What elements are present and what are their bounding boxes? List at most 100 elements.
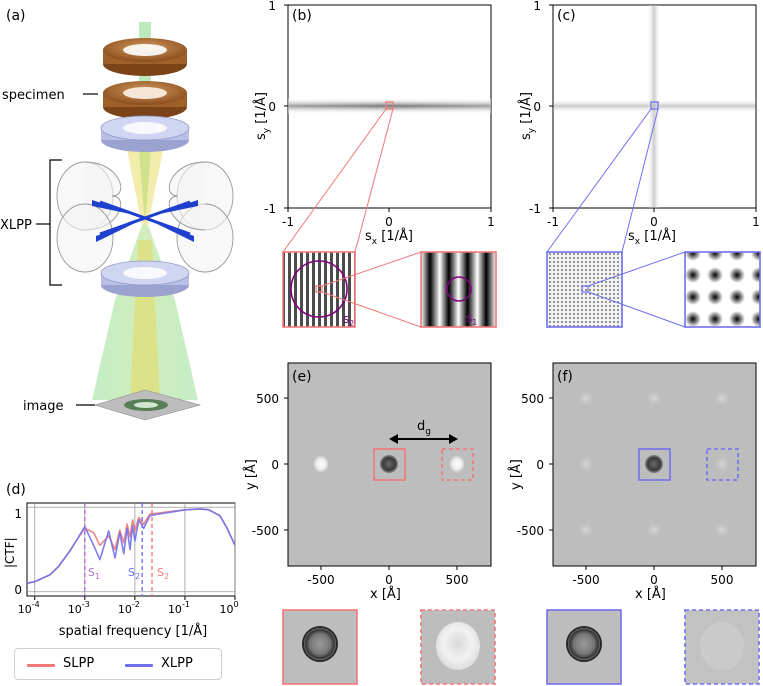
image-label: image [23,399,64,414]
panel-e-label: (e) [292,369,312,385]
panel-f-xlabel: x [Å] [635,586,666,602]
panel-b-zoom-box [385,101,394,110]
panel-b-ytick-0: 0 [268,100,276,114]
panel-c-inset-link-bottom [587,291,686,328]
panel-c-xtick-m1: -1 [547,215,559,229]
panel-c-ytick-0: 0 [533,100,541,114]
panel-b-inset-2: s1 [420,251,497,328]
s2-circle [290,260,348,318]
panel-f-center-particle [645,455,663,473]
zoom-e-right [420,609,496,685]
ctf-xtick-label-1: 10-3 [68,600,90,616]
panel-c-zoom-line-left [546,108,652,253]
panel-b-ticks: 1 0 -1 -1 0 1 [264,0,495,229]
panel-c-ytick-m1: -1 [529,202,541,216]
panel-f-xtick-0: 0 [650,573,658,587]
panel-b-xtick-m1: -1 [282,215,294,229]
xlpp-label: XLPP [0,218,32,233]
ctf-xtick-label-2: 10-2 [118,600,140,616]
specimen-ring-top [103,38,187,76]
panel-f-xtick-m500: -500 [572,573,599,587]
dg-label: dg [417,419,431,437]
panel-f-label: (f) [557,369,573,385]
s2-label: s2 [343,312,354,328]
panel-e-right-ghost [448,454,466,474]
s1-label: s1 [466,311,477,327]
ctf-annot-s1: S1 [88,566,100,581]
panel-a-label: (a) [6,8,26,24]
panel-b-ytick-m1: -1 [264,202,276,216]
panel-b-inset-link-top [321,251,422,287]
panel-a: (a) [0,8,234,421]
panel-c: (c) 1 0 -1 -1 0 1 sy [1/Å] sx [1/Å] [518,0,761,328]
objective-lens-top [100,115,190,152]
panel-f-ghost-br [713,520,731,540]
transfer-lens-bottom [100,260,190,297]
ctf-ytick-0: 0 [14,583,22,597]
panel-d: (d) 10-4 10-3 10-2 10-1 100 1 0 |CTF| spatia… [3,482,239,639]
panel-b-ylabel: sy [1/Å] [253,92,272,140]
panel-b: (b) 1 0 -1 -1 0 1 sy [1/Å] sx [1/Å] [253,0,497,328]
ctf-legend: SLPP XLPP [14,648,222,680]
panel-c-ticks: 1 0 -1 -1 0 1 [529,0,760,229]
panel-f-ylabel: y [Å] [508,459,524,490]
ctf-line-xlpp [26,508,236,585]
panel-b-inset-link-bottom [321,291,422,328]
panel-b-zoom-line-left [282,108,387,253]
xlpp-mirrors [56,161,234,273]
s1-circle [446,276,472,302]
panel-b-xtick-1: 1 [487,215,495,229]
panel-f-right-box [706,448,739,481]
zoom-f-center [546,609,622,685]
ctf-series [26,508,236,585]
panel-f-ghost-bl [577,520,595,540]
image-plane [93,389,202,421]
xlpp-bracket [49,159,62,286]
panel-e-ytick-500: 500 [256,392,279,406]
panel-e-ylabel: y [Å] [243,459,259,490]
legend-xlpp-label: XLPP [161,656,193,671]
panel-e-ytick-0: 0 [271,458,279,472]
ctf-xtick-label-0: 10-4 [18,600,40,616]
panel-f-ticks: 500 0 -500 -500 0 500 [517,392,734,587]
panel-e-xtick-0: 0 [385,573,393,587]
panel-f: (f) 500 0 -500 -500 0 500 y [Å] x [Å] [508,362,757,602]
panel-c-ylabel: sy [1/Å] [518,92,537,140]
panel-f-xtick-500: 500 [711,573,734,587]
panel-e-center-box [373,448,406,481]
panel-c-ytick-1: 1 [533,0,541,13]
panel-f-center-box [638,448,671,481]
ctf-annot-s2-xlpp: S2 [128,566,140,581]
panel-f-ghost-r [713,454,731,474]
legend-xlpp-swatch [125,664,153,667]
zoom-e-center [282,609,358,685]
panel-e-right-box [441,448,474,481]
panel-b-inset-1: s2 [282,251,356,328]
panel-c-label: (c) [557,8,576,24]
ctf-annot-s2-slpp: S2 [157,566,169,581]
panel-e-ticks: 500 0 -500 -500 0 500 [252,392,469,587]
panel-b-ytick-1: 1 [268,0,276,13]
panel-e: (e) dg 500 0 -500 -500 0 500 y [Å] x [Å] [243,362,492,602]
panel-e-xtick-m500: -500 [307,573,334,587]
panel-f-ytick-m500: -500 [517,524,544,538]
panel-e-xtick-500: 500 [446,573,469,587]
ctf-ytick-1: 1 [14,507,22,521]
specimen-ring-bottom [103,81,187,119]
beam-yellow-upper [125,140,165,225]
panel-c-zoom-line-right [621,108,659,253]
panel-c-xlabel: sx [1/Å] [628,228,676,247]
ctf-xtick-label-3: 10-1 [168,600,190,616]
panel-f-ghost-t [645,388,663,408]
panel-b-xlabel: sx [1/Å] [365,228,413,247]
panel-e-center-particle [380,455,398,473]
legend-slpp-swatch [27,664,55,667]
panel-b-streak-fade [288,98,491,114]
legend-slpp-label: SLPP [63,656,95,671]
ctf-ylabel: |CTF| [3,537,17,568]
panel-f-ytick-500: 500 [521,392,544,406]
panel-e-xlabel: x [Å] [370,586,401,602]
ctf-vlines [84,503,153,596]
panel-f-ghost-tl [577,388,595,408]
